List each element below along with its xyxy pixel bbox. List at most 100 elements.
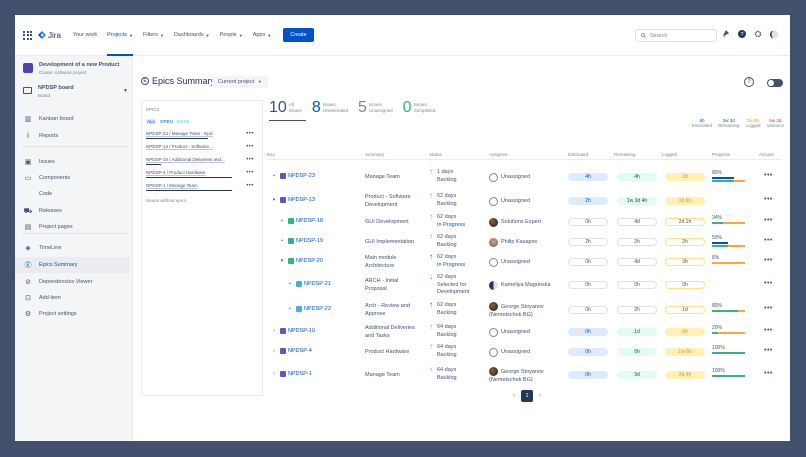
remaining-pill[interactable]: 1w 3d 4h: [617, 197, 657, 205]
column-logged[interactable]: Logged: [662, 152, 678, 157]
nav-dashboards[interactable]: Dashboards ▼: [174, 15, 210, 56]
nav-projects[interactable]: Projects ▼: [107, 15, 133, 56]
chevron-right-icon[interactable]: ›: [273, 328, 275, 334]
remaining-pill[interactable]: 0h: [617, 348, 657, 356]
more-actions-icon[interactable]: •••: [764, 280, 773, 287]
sidebar-item-issues[interactable]: ▣ Issues: [15, 154, 130, 170]
board-selector[interactable]: NPDSP board Board ▼: [23, 85, 128, 98]
filter-all[interactable]: ALL: [146, 119, 157, 124]
issue-key-link[interactable]: NPDSP-10: [288, 328, 315, 334]
stat-unassigned[interactable]: 5 Issues Unassigned: [358, 100, 393, 116]
epic-list-item[interactable]: NPDSP-10 / Additional Deliveries and... •…: [146, 153, 258, 166]
more-actions-icon[interactable]: •••: [764, 257, 773, 264]
sidebar-item-project-pages[interactable]: ▤ Project pages: [15, 219, 130, 235]
logged-pill[interactable]: 2d: [665, 173, 705, 181]
more-actions-icon[interactable]: •••: [764, 327, 773, 334]
issue-key-link[interactable]: NPDSP-19: [296, 238, 323, 244]
more-actions-icon[interactable]: •••: [764, 172, 773, 179]
more-actions-icon[interactable]: •••: [246, 182, 254, 189]
issue-key-link[interactable]: NPDSP-13: [288, 197, 315, 203]
logged-pill[interactable]: 2d 1h: [665, 218, 705, 226]
assignee-cell[interactable]: George Stoyanov (Nemetschek BG): [489, 302, 544, 319]
filter-open[interactable]: OPEN: [160, 119, 173, 124]
issues-without-epics[interactable]: Issues without epics: [146, 198, 187, 203]
column-remaining[interactable]: Remaining: [614, 152, 636, 157]
assignee-cell[interactable]: Unassigned: [489, 347, 530, 357]
assignee-cell[interactable]: Philip Kasapov: [489, 237, 537, 247]
assignee-cell[interactable]: Kameliya Magunska: [489, 280, 551, 290]
estimated-pill[interactable]: 0h: [568, 218, 608, 226]
issue-key-link[interactable]: NPDSP-21: [304, 281, 331, 287]
logged-pill[interactable]: 3d 6h: [665, 197, 705, 205]
assignee-cell[interactable]: Unassigned: [489, 327, 530, 337]
sidebar-item-timeline[interactable]: ◈ TimeLine: [15, 240, 130, 256]
more-actions-icon[interactable]: •••: [246, 169, 254, 176]
estimated-pill[interactable]: 0h: [568, 348, 608, 356]
more-actions-icon[interactable]: •••: [764, 305, 773, 312]
issue-key-link[interactable]: NPDSP-1: [288, 371, 312, 377]
jira-logo[interactable]: Jira: [38, 31, 61, 40]
chevron-down-icon[interactable]: ▾: [272, 197, 276, 203]
sidebar-item-dependencies-viewer[interactable]: ⊘ Dependencies Viewer: [15, 274, 130, 290]
sidebar-item-add-item[interactable]: ⊡ Add item: [15, 290, 130, 306]
more-actions-icon[interactable]: •••: [764, 347, 773, 354]
logged-pill[interactable]: 3d 4h: [665, 371, 705, 379]
logged-pill[interactable]: 1d: [665, 306, 705, 314]
estimated-pill[interactable]: 0h: [568, 328, 608, 336]
remaining-pill[interactable]: 2h: [617, 306, 657, 314]
more-actions-icon[interactable]: •••: [246, 156, 254, 163]
next-page-button[interactable]: ›: [539, 393, 541, 399]
nav-apps[interactable]: Apps ▼: [253, 15, 272, 56]
assignee-cell[interactable]: Solutions Expert: [489, 217, 541, 227]
chevron-right-icon[interactable]: ›: [273, 348, 275, 354]
help-icon[interactable]: ?: [744, 77, 754, 87]
chevron-down-icon[interactable]: ▼: [123, 88, 128, 94]
remaining-pill[interactable]: 2h: [617, 238, 657, 246]
estimated-pill[interactable]: 0h: [568, 258, 608, 266]
sidebar-item-epics-summary[interactable]: Ⓔ Epics Summary: [15, 257, 130, 273]
more-actions-icon[interactable]: •••: [246, 143, 254, 150]
sidebar-item-releases[interactable]: ⛟ Releases: [15, 203, 130, 219]
epic-link[interactable]: NPDSP-23 / Manage Team - Epic: [146, 131, 213, 136]
chevron-right-icon[interactable]: ›: [273, 371, 275, 377]
project-select[interactable]: Current project ▼: [212, 76, 268, 88]
chevron-down-icon[interactable]: ▾: [280, 258, 284, 264]
logged-pill[interactable]: 6h: [665, 328, 705, 336]
remaining-pill[interactable]: 0h: [617, 281, 657, 289]
remaining-pill[interactable]: 4d: [617, 218, 657, 226]
stat-unestimated[interactable]: 8 Issues Unestimated: [312, 100, 348, 116]
more-actions-icon[interactable]: •••: [764, 370, 773, 377]
column-estimated[interactable]: Estimated: [568, 152, 589, 157]
sidebar-item-components[interactable]: ▭ Components: [15, 170, 130, 186]
prev-page-button[interactable]: ‹: [513, 393, 515, 399]
create-button[interactable]: Create: [283, 28, 314, 42]
issue-key-link[interactable]: NPDSP-18: [296, 218, 323, 224]
remaining-pill[interactable]: 4h: [617, 173, 657, 181]
filter-done[interactable]: DONE: [176, 119, 190, 124]
issue-key-link[interactable]: NPDSP-22: [304, 306, 331, 312]
remaining-pill[interactable]: 4d: [617, 258, 657, 266]
remaining-pill[interactable]: 3d: [617, 371, 657, 379]
current-page-button[interactable]: 1: [521, 390, 533, 402]
remaining-pill[interactable]: 1d: [617, 328, 657, 336]
stat-issues[interactable]: 10 All Issues: [269, 100, 306, 121]
nav-your-work[interactable]: Your work: [73, 15, 97, 56]
estimated-pill[interactable]: 0h: [568, 306, 608, 314]
sidebar-item-reports[interactable]: ⌇ Reports: [15, 128, 130, 144]
search-input[interactable]: Search: [635, 29, 717, 42]
assignee-cell[interactable]: Unassigned: [489, 196, 530, 206]
sidebar-item-project-settings[interactable]: ⚙ Project settings: [15, 306, 130, 322]
column-assignee[interactable]: Assignee: [489, 152, 508, 157]
assignee-cell[interactable]: Unassigned: [489, 257, 530, 267]
epic-list-item[interactable]: NPDSP-4 / Product Hardware •••: [146, 166, 258, 179]
issue-key-link[interactable]: NPDSP-4: [288, 348, 312, 354]
column-status[interactable]: Status: [429, 152, 442, 157]
view-toggle[interactable]: [767, 79, 783, 87]
column-key[interactable]: Key: [267, 152, 275, 157]
sidebar-item-kanban-board[interactable]: ▥ Kanban board: [15, 111, 130, 127]
estimated-pill[interactable]: 0h: [568, 281, 608, 289]
logged-pill[interactable]: 3h: [665, 258, 705, 266]
profile-avatar[interactable]: [770, 30, 778, 38]
nav-filters[interactable]: Filters ▼: [143, 15, 164, 56]
epic-link[interactable]: NPDSP-1 / Manage Team: [146, 183, 198, 188]
